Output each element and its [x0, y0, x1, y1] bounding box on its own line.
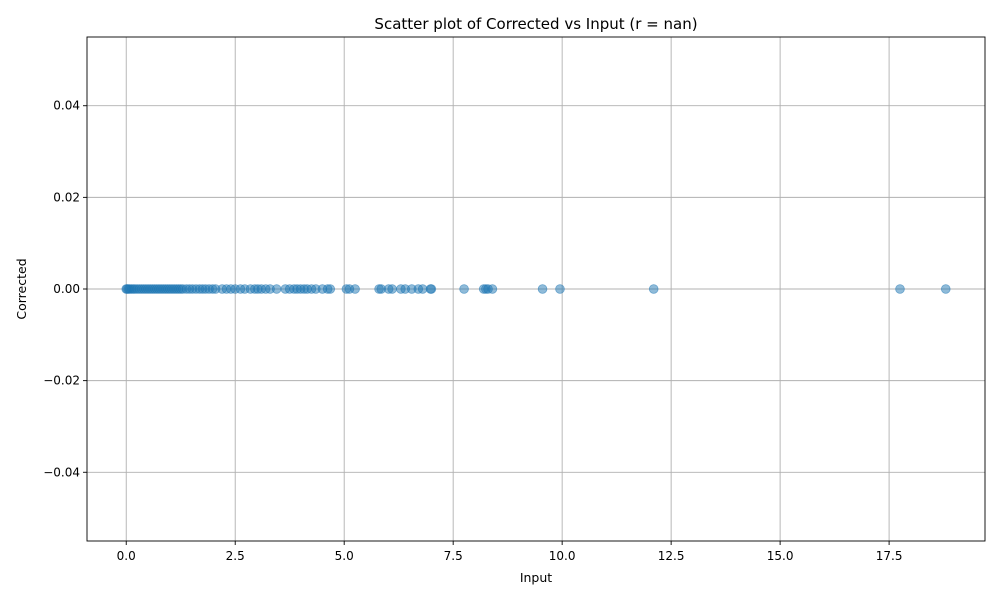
scatter-point: [459, 284, 469, 294]
x-tick-label: 7.5: [444, 549, 463, 563]
scatter-point: [350, 284, 360, 294]
x-tick-label: 10.0: [549, 549, 576, 563]
y-tick-label: −0.04: [43, 465, 80, 479]
scatter-point: [940, 284, 951, 294]
x-axis-ticks: 0.0 2.5 5.0 7.5 10.0 12.5 15.0 17.5: [117, 541, 903, 563]
scatter-point: [271, 284, 282, 294]
x-tick-label: 15.0: [767, 549, 794, 563]
y-tick-label: −0.02: [43, 374, 80, 388]
y-axis-ticks: −0.04 −0.02 0.00 0.02 0.04: [43, 99, 87, 479]
y-tick-label: 0.04: [53, 99, 80, 113]
scatter-point: [537, 284, 548, 294]
x-tick-label: 0.0: [117, 549, 136, 563]
y-axis-label: Corrected: [14, 258, 29, 319]
data-points: [121, 284, 951, 294]
scatter-point: [648, 284, 659, 294]
chart-title: Scatter plot of Corrected vs Input (r = …: [374, 15, 697, 33]
scatter-point: [895, 284, 905, 294]
scatter-point: [555, 284, 565, 294]
scatter-point: [325, 284, 336, 294]
scatter-point: [387, 284, 397, 294]
y-tick-label: 0.00: [53, 282, 80, 296]
y-tick-label: 0.02: [53, 190, 80, 204]
x-axis-label: Input: [520, 570, 552, 585]
x-tick-label: 2.5: [226, 549, 245, 563]
scatter-point: [487, 284, 498, 294]
x-tick-label: 5.0: [335, 549, 354, 563]
scatter-point: [426, 284, 437, 294]
x-tick-label: 12.5: [658, 549, 685, 563]
x-tick-label: 17.5: [876, 549, 903, 563]
